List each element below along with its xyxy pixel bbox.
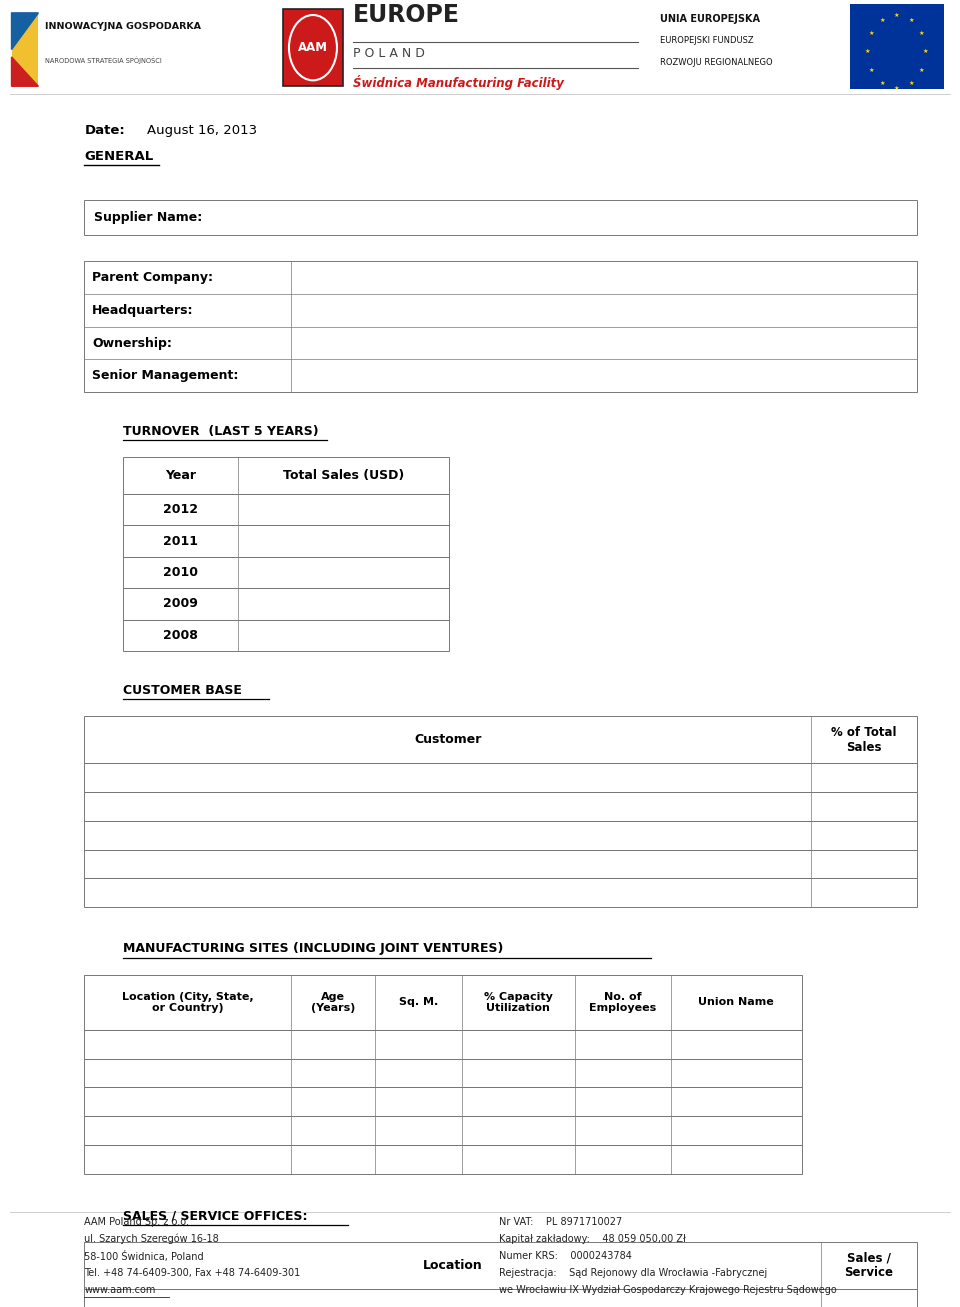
Text: AAM: AAM [298, 42, 328, 54]
Text: ★: ★ [869, 31, 875, 37]
Bar [84, 1030, 802, 1059]
Text: UNIA EUROPEJSKA: UNIA EUROPEJSKA [660, 14, 760, 24]
Text: ★: ★ [894, 86, 900, 91]
Text: 2011: 2011 [163, 535, 198, 548]
Text: ★: ★ [869, 68, 875, 73]
Text: Year: Year [165, 469, 196, 482]
Text: Supplier Name:: Supplier Name: [94, 212, 203, 223]
Text: Union Name: Union Name [699, 997, 774, 1008]
Text: % of Total
Sales: % of Total Sales [831, 725, 897, 754]
Text: NARODOWA STRATEGIA SPÓJNOŚCI: NARODOWA STRATEGIA SPÓJNOŚCI [45, 56, 162, 64]
Text: ul. Szarych Szeregów 16-18: ul. Szarych Szeregów 16-18 [84, 1234, 219, 1244]
Text: Numer KRS:    0000243784: Numer KRS: 0000243784 [499, 1251, 632, 1261]
Text: Customer: Customer [414, 733, 482, 746]
Text: ★: ★ [894, 13, 900, 18]
Bar [84, 975, 802, 1030]
Text: 2010: 2010 [163, 566, 198, 579]
Bar [84, 1087, 802, 1116]
Bar [84, 1242, 917, 1289]
Bar [84, 1289, 917, 1307]
Text: ★: ★ [919, 68, 924, 73]
Text: ★: ★ [908, 81, 914, 86]
Text: Location (City, State,
or Country): Location (City, State, or Country) [122, 992, 253, 1013]
Text: ★: ★ [923, 50, 928, 55]
Text: EUROPE: EUROPE [353, 3, 460, 27]
Text: SALES / SERVICE OFFICES:: SALES / SERVICE OFFICES: [123, 1209, 307, 1222]
Text: ★: ★ [879, 81, 885, 86]
Text: 2012: 2012 [163, 503, 198, 516]
Text: Location: Location [422, 1259, 483, 1272]
Bar [12, 13, 38, 86]
Text: Nr VAT:    PL 8971710027: Nr VAT: PL 8971710027 [499, 1217, 622, 1227]
Text: 58-100 Świdnica, Poland: 58-100 Świdnica, Poland [84, 1251, 204, 1261]
Text: Sq. M.: Sq. M. [399, 997, 438, 1008]
Text: Kapitał zakładowy:    48 059 050,00 Zł: Kapitał zakładowy: 48 059 050,00 Zł [499, 1234, 686, 1244]
Bar [84, 1059, 802, 1087]
Text: No. of
Employees: No. of Employees [589, 992, 657, 1013]
Text: TURNOVER  (LAST 5 YEARS): TURNOVER (LAST 5 YEARS) [123, 425, 319, 438]
Text: CUSTOMER BASE: CUSTOMER BASE [123, 684, 242, 697]
Text: Tel. +48 74-6409-300, Fax +48 74-6409-301: Tel. +48 74-6409-300, Fax +48 74-6409-30… [84, 1268, 300, 1278]
Bar [123, 494, 449, 525]
Text: 2008: 2008 [163, 629, 198, 642]
Text: Date:: Date: [84, 124, 125, 137]
Text: ★: ★ [919, 31, 924, 37]
Bar [84, 763, 917, 792]
Text: AAM Poland Sp. z o.o.: AAM Poland Sp. z o.o. [84, 1217, 189, 1227]
Text: Senior Management:: Senior Management: [92, 370, 238, 382]
Text: Ownership:: Ownership: [92, 337, 172, 349]
Bar [84, 850, 917, 878]
Text: % Capacity
Utilization: % Capacity Utilization [484, 992, 553, 1013]
Text: EUROPEJSKI FUNDUSZ: EUROPEJSKI FUNDUSZ [660, 37, 755, 44]
Text: August 16, 2013: August 16, 2013 [147, 124, 257, 137]
Text: Total Sales (USD): Total Sales (USD) [283, 469, 404, 482]
Text: Rejestracja:    Sąd Rejonowy dla Wrocławia -Fabrycznej: Rejestracja: Sąd Rejonowy dla Wrocławia … [499, 1268, 767, 1278]
Bar [123, 620, 449, 651]
Bar [84, 716, 917, 763]
Bar [84, 821, 917, 850]
Text: Świdnica Manufacturing Facility: Świdnica Manufacturing Facility [353, 76, 564, 90]
Text: GENERAL: GENERAL [84, 150, 154, 163]
Text: ★: ★ [879, 17, 885, 22]
Text: ★: ★ [908, 17, 914, 22]
Bar [123, 588, 449, 620]
Polygon shape [12, 58, 38, 86]
Text: Age
(Years): Age (Years) [311, 992, 355, 1013]
Text: Parent Company:: Parent Company: [92, 272, 213, 284]
Polygon shape [12, 13, 38, 50]
Bar [84, 200, 917, 235]
Text: ROZWOJU REGIONALNEGO: ROZWOJU REGIONALNEGO [660, 58, 773, 67]
Text: 2009: 2009 [163, 597, 198, 610]
Text: we Wrocławiu IX Wydział Gospodarczy Krajowego Rejestru Sądowego: we Wrocławiu IX Wydział Gospodarczy Kraj… [499, 1285, 837, 1295]
Bar [283, 9, 343, 86]
Bar [850, 4, 944, 89]
Text: Headquarters:: Headquarters: [92, 305, 194, 316]
Bar [84, 1116, 802, 1145]
Text: P O L A N D: P O L A N D [353, 47, 425, 60]
Bar [84, 878, 917, 907]
Text: INNOWACYJNA GOSPODARKA: INNOWACYJNA GOSPODARKA [45, 22, 202, 31]
Text: www.aam.com: www.aam.com [84, 1285, 156, 1295]
Text: MANUFACTURING SITES (INCLUDING JOINT VENTURES): MANUFACTURING SITES (INCLUDING JOINT VEN… [123, 942, 503, 955]
Bar [84, 792, 917, 821]
Bar [84, 261, 917, 392]
Text: Sales /
Service: Sales / Service [844, 1251, 894, 1280]
Bar [123, 457, 449, 494]
Bar [84, 1145, 802, 1174]
Bar [123, 557, 449, 588]
Bar [123, 525, 449, 557]
Text: ★: ★ [865, 50, 871, 55]
